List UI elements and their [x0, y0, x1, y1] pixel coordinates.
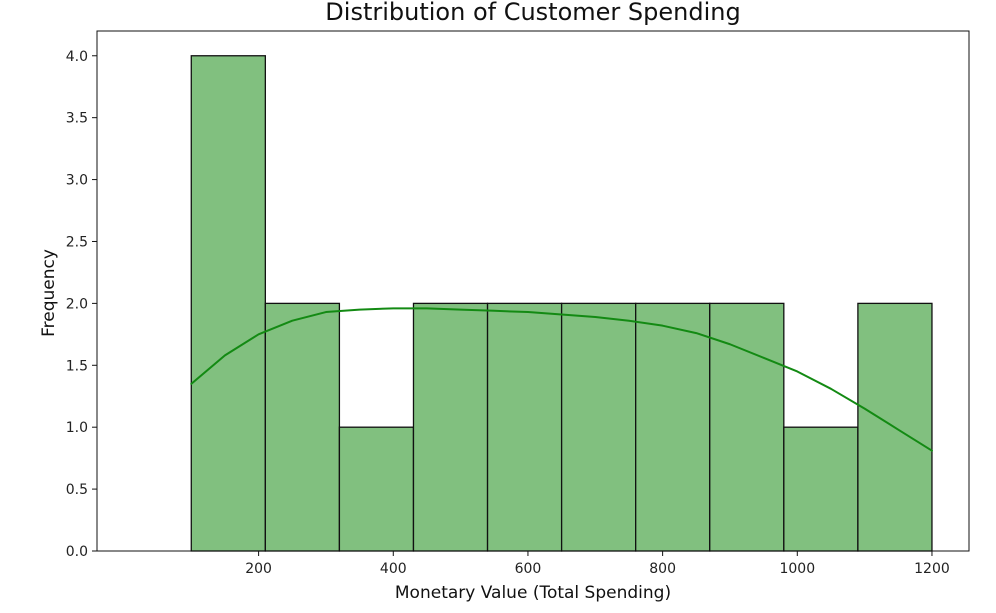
bars-layer: [190, 55, 933, 552]
histogram-bar-3: [412, 302, 489, 552]
x-tick-label: 1000: [779, 561, 815, 577]
chart-title: Distribution of Customer Spending: [325, 0, 740, 26]
y-tick-label: 2.0: [66, 296, 88, 312]
x-tick-label: 200: [245, 561, 272, 577]
x-tick-label: 800: [649, 561, 676, 577]
x-tick-label: 600: [515, 561, 542, 577]
histogram-bar-7: [709, 302, 785, 552]
histogram-bar-8: [783, 426, 859, 552]
y-tick-label: 3.5: [66, 111, 88, 127]
x-axis-label: Monetary Value (Total Spending): [395, 583, 671, 603]
x-tick-label: 1200: [914, 561, 950, 577]
kde-line: [190, 307, 933, 452]
plot-frame: [96, 30, 970, 552]
kde-layer: [190, 307, 933, 452]
y-tick-label: 2.5: [66, 234, 88, 250]
y-tick-label: 1.5: [66, 358, 88, 374]
histogram-bar-2: [338, 426, 415, 552]
histogram-bar-0: [190, 55, 266, 552]
x-tick-label: 400: [380, 561, 407, 577]
histogram-bar-1: [264, 302, 341, 552]
y-axis-label: Frequency: [39, 249, 59, 337]
histogram-bar-5: [560, 302, 637, 552]
axes-layer: 200 400 600 800 1000 1200 0.0 0.5 1.0 1.5 2.0 2.5 3.…: [66, 30, 970, 577]
y-tick-label: 3.0: [66, 173, 88, 189]
histogram-bar-6: [635, 302, 711, 552]
histogram-bar-4: [486, 302, 563, 552]
y-tick-label: 4.0: [66, 49, 88, 65]
y-tick-label: 0.0: [66, 544, 88, 560]
y-tick-label: 1.0: [66, 420, 88, 436]
y-tick-label: 0.5: [66, 482, 88, 498]
